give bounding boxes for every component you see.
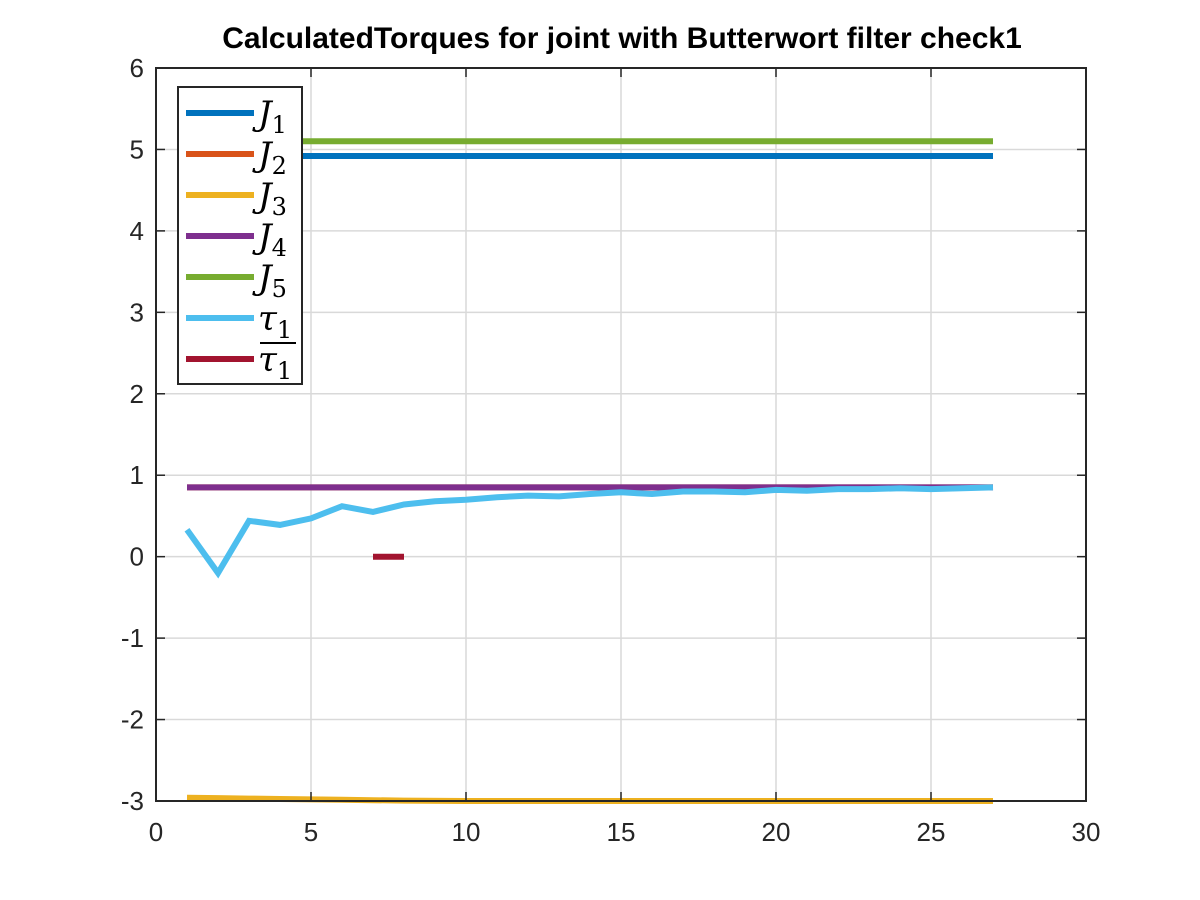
legend-label-5: J5 [252, 258, 287, 303]
x-tick-label: 25 [917, 817, 946, 847]
series-line-6 [184, 484, 994, 579]
legend-label-4: J4 [252, 217, 287, 262]
y-tick-label: 3 [130, 297, 144, 327]
grid-lines [156, 68, 1086, 801]
y-tick-label: -3 [121, 786, 144, 816]
y-tick-label: -2 [121, 705, 144, 735]
legend-label-6: τ1 [258, 299, 292, 344]
y-tick-label: 5 [130, 134, 144, 164]
y-tick-label: 6 [130, 53, 144, 83]
y-tick-label: -1 [121, 623, 144, 653]
legend-label-3: J3 [252, 176, 287, 221]
x-tick-label: 15 [607, 817, 636, 847]
x-tick-label: 20 [762, 817, 791, 847]
x-tick-label: 10 [452, 817, 481, 847]
x-tick-label: 30 [1072, 817, 1101, 847]
x-tick-label: 0 [149, 817, 163, 847]
x-tick-label: 5 [304, 817, 318, 847]
legend-label-2: J2 [252, 135, 287, 180]
y-tick-label: 2 [130, 379, 144, 409]
y-tick-label: 4 [130, 216, 144, 246]
y-tick-label: 0 [130, 542, 144, 572]
chart-title: CalculatedTorques for joint with Butterw… [222, 22, 1022, 55]
legend-label-1: J1 [252, 94, 287, 139]
legend-label-7: τ1 [258, 340, 292, 385]
axis-ticks: 0 5 10 15 20 25 30 -3 -2 -1 0 1 2 3 4 5 6 [121, 53, 1101, 847]
y-tick-label: 1 [130, 460, 144, 490]
